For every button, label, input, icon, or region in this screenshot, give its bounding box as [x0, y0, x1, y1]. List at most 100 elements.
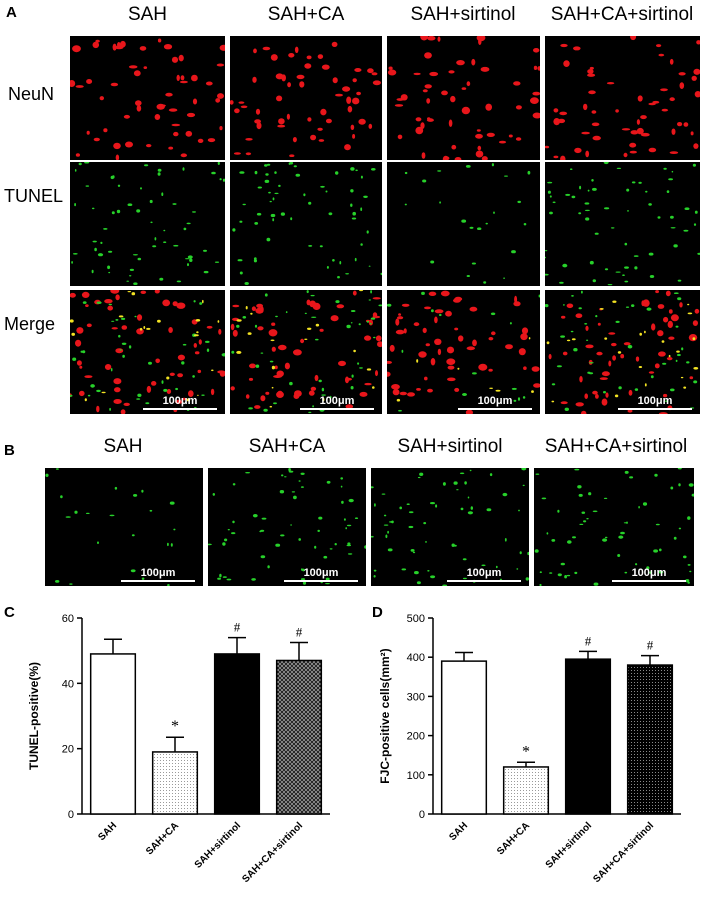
panel-a-image-tunel-1 — [230, 162, 382, 286]
y-tick-label: 0 — [419, 809, 425, 821]
panel-a-image-tunel-3-cells — [545, 162, 700, 286]
panel-a-image-merge-0: 100μm — [70, 290, 225, 414]
bar — [564, 658, 612, 815]
panel-b-image-1: 100μm — [208, 468, 366, 586]
scale-bar-line — [618, 408, 692, 410]
panel-a-image-merge-2: 100μm — [387, 290, 540, 414]
panel-b-image-3-cells — [534, 468, 694, 586]
y-tick-label: 0 — [68, 809, 74, 821]
significance-mark: # — [647, 638, 654, 653]
y-tick-label: 40 — [62, 678, 74, 690]
panel-a-col-sah: SAH — [127, 4, 168, 25]
panel-b-col-sah-ca-sirtinol: SAH+CA+sirtinol — [544, 436, 688, 457]
y-tick-label: 300 — [407, 691, 425, 703]
scale-bar-label: 100μm — [637, 395, 673, 407]
panel-b-col-sah: SAH — [103, 436, 143, 457]
significance-mark: * — [522, 743, 530, 760]
scale-bar-label: 100μm — [477, 395, 513, 407]
panel-a-image-merge-1-cells — [230, 290, 382, 414]
scale-bar-line — [447, 580, 521, 582]
panel-a-row-merge: Merge — [4, 314, 56, 334]
panel-a-image-tunel-0 — [70, 162, 225, 286]
scale-bar-line — [300, 408, 374, 410]
y-axis-label: TUNEL-positive(%) — [27, 662, 41, 770]
panel-a-image-merge-3: 100μm — [545, 290, 700, 414]
scale-bar: 100μm — [121, 567, 195, 582]
fjc-chart-svg: 0 100 200 300 400 500 FJC-positive cells(mm²) S… — [378, 613, 681, 885]
scale-bar-label: 100μm — [631, 567, 667, 579]
panel-c-letter: C — [4, 604, 15, 621]
fjc-chart: 0 100 200 300 400 500 FJC-positive cells(mm²) S… — [351, 600, 702, 900]
scale-bar-label: 100μm — [303, 567, 339, 579]
panel-a-image-neun-0-cells — [70, 38, 225, 160]
scale-bar: 100μm — [300, 395, 374, 410]
panel-b-col-sah-ca: SAH+CA — [248, 436, 326, 457]
panel-a-image-neun-1 — [230, 36, 382, 160]
panel-b-col-sah-sirtinol: SAH+sirtinol — [397, 436, 503, 457]
bar — [213, 653, 261, 815]
panel-a-image-merge-2-cells — [387, 290, 540, 414]
x-tick-label: SAH+CA — [495, 820, 532, 857]
panel-a-col-sah-sirtinol: SAH+sirtinol — [410, 4, 516, 25]
scale-bar: 100μm — [447, 567, 521, 582]
panel-a-image-neun-1-cells — [230, 41, 381, 157]
panel-a-image-neun-3-cells — [545, 36, 700, 160]
bar — [151, 751, 199, 815]
panel-d-letter: D — [372, 604, 383, 621]
scale-bar: 100μm — [458, 395, 532, 410]
x-tick-label: SAH+sirtinol — [193, 820, 244, 871]
panel-a-image-neun-0 — [70, 36, 225, 160]
scale-bar: 100μm — [618, 395, 692, 410]
panel-b-image-0: 100μm — [45, 468, 203, 586]
scale-bar: 100μm — [612, 567, 686, 582]
bar — [502, 766, 550, 815]
y-tick-label: 200 — [407, 731, 425, 743]
y-tick-label: 500 — [407, 613, 425, 625]
panel-b-image-0-cells — [45, 468, 176, 586]
tunel-chart: 0 20 40 60 TUNEL-positive(%) SAH * SAH+CA # SAH+s… — [0, 600, 351, 900]
tunel-chart-svg: 0 20 40 60 TUNEL-positive(%) SAH * SAH+CA # SAH+s… — [27, 613, 330, 885]
x-tick-label: SAH+CA+sirtinol — [591, 820, 656, 885]
x-tick-label: SAH+CA — [144, 820, 181, 857]
panel-a-image-tunel-2 — [387, 162, 540, 286]
scale-bar-line — [612, 580, 686, 582]
panel-a-image-tunel-3 — [545, 162, 700, 286]
panel-b-image-3: 100μm — [534, 468, 694, 586]
scale-bar-label: 100μm — [162, 395, 198, 407]
panel-a-row-tunel: TUNEL — [4, 186, 64, 206]
scale-bar-line — [284, 580, 358, 582]
panel-b-image-2: 100μm — [371, 468, 529, 586]
scale-bar-line — [121, 580, 195, 582]
panel-a-image-tunel-0-cells — [71, 162, 225, 285]
scale-bar-label: 100μm — [466, 567, 502, 579]
bar — [626, 664, 674, 815]
scale-bar-label: 100μm — [140, 567, 176, 579]
panel-a-image-merge-3-cells — [545, 290, 700, 414]
significance-mark: * — [171, 718, 179, 735]
y-axis-label: FJC-positive cells(mm²) — [378, 648, 392, 783]
panel-a-image-neun-3 — [545, 36, 700, 160]
bar — [440, 660, 488, 815]
panel-b-letter: B — [4, 442, 15, 459]
panel-a-image-merge-1: 100μm — [230, 290, 382, 414]
y-tick-label: 20 — [62, 744, 74, 756]
y-tick-label: 60 — [62, 613, 74, 625]
panel-a-col-sah-ca: SAH+CA — [267, 4, 345, 25]
scale-bar-line — [143, 408, 217, 410]
significance-mark: # — [296, 625, 303, 640]
x-tick-label: SAH+CA+sirtinol — [240, 820, 305, 885]
scale-bar-line — [458, 408, 532, 410]
panel-a-image-neun-2-cells — [387, 36, 540, 160]
panel-a-col-sah-ca-sirtinol: SAH+CA+sirtinol — [550, 4, 694, 25]
panel-a-image-tunel-1-cells — [232, 162, 382, 285]
panel-b-image-1-cells — [208, 468, 366, 585]
panel-a-letter: A — [6, 4, 17, 21]
bar — [275, 659, 323, 815]
panel-a-image-merge-0-cells — [70, 290, 225, 414]
x-tick-label: SAH — [96, 820, 119, 843]
panel-a-row-neun: NeuN — [8, 84, 55, 104]
y-tick-label: 400 — [407, 652, 425, 664]
panel-a-image-tunel-2-cells — [404, 163, 531, 284]
y-tick-label: 100 — [407, 770, 425, 782]
x-tick-label: SAH+sirtinol — [544, 820, 595, 871]
